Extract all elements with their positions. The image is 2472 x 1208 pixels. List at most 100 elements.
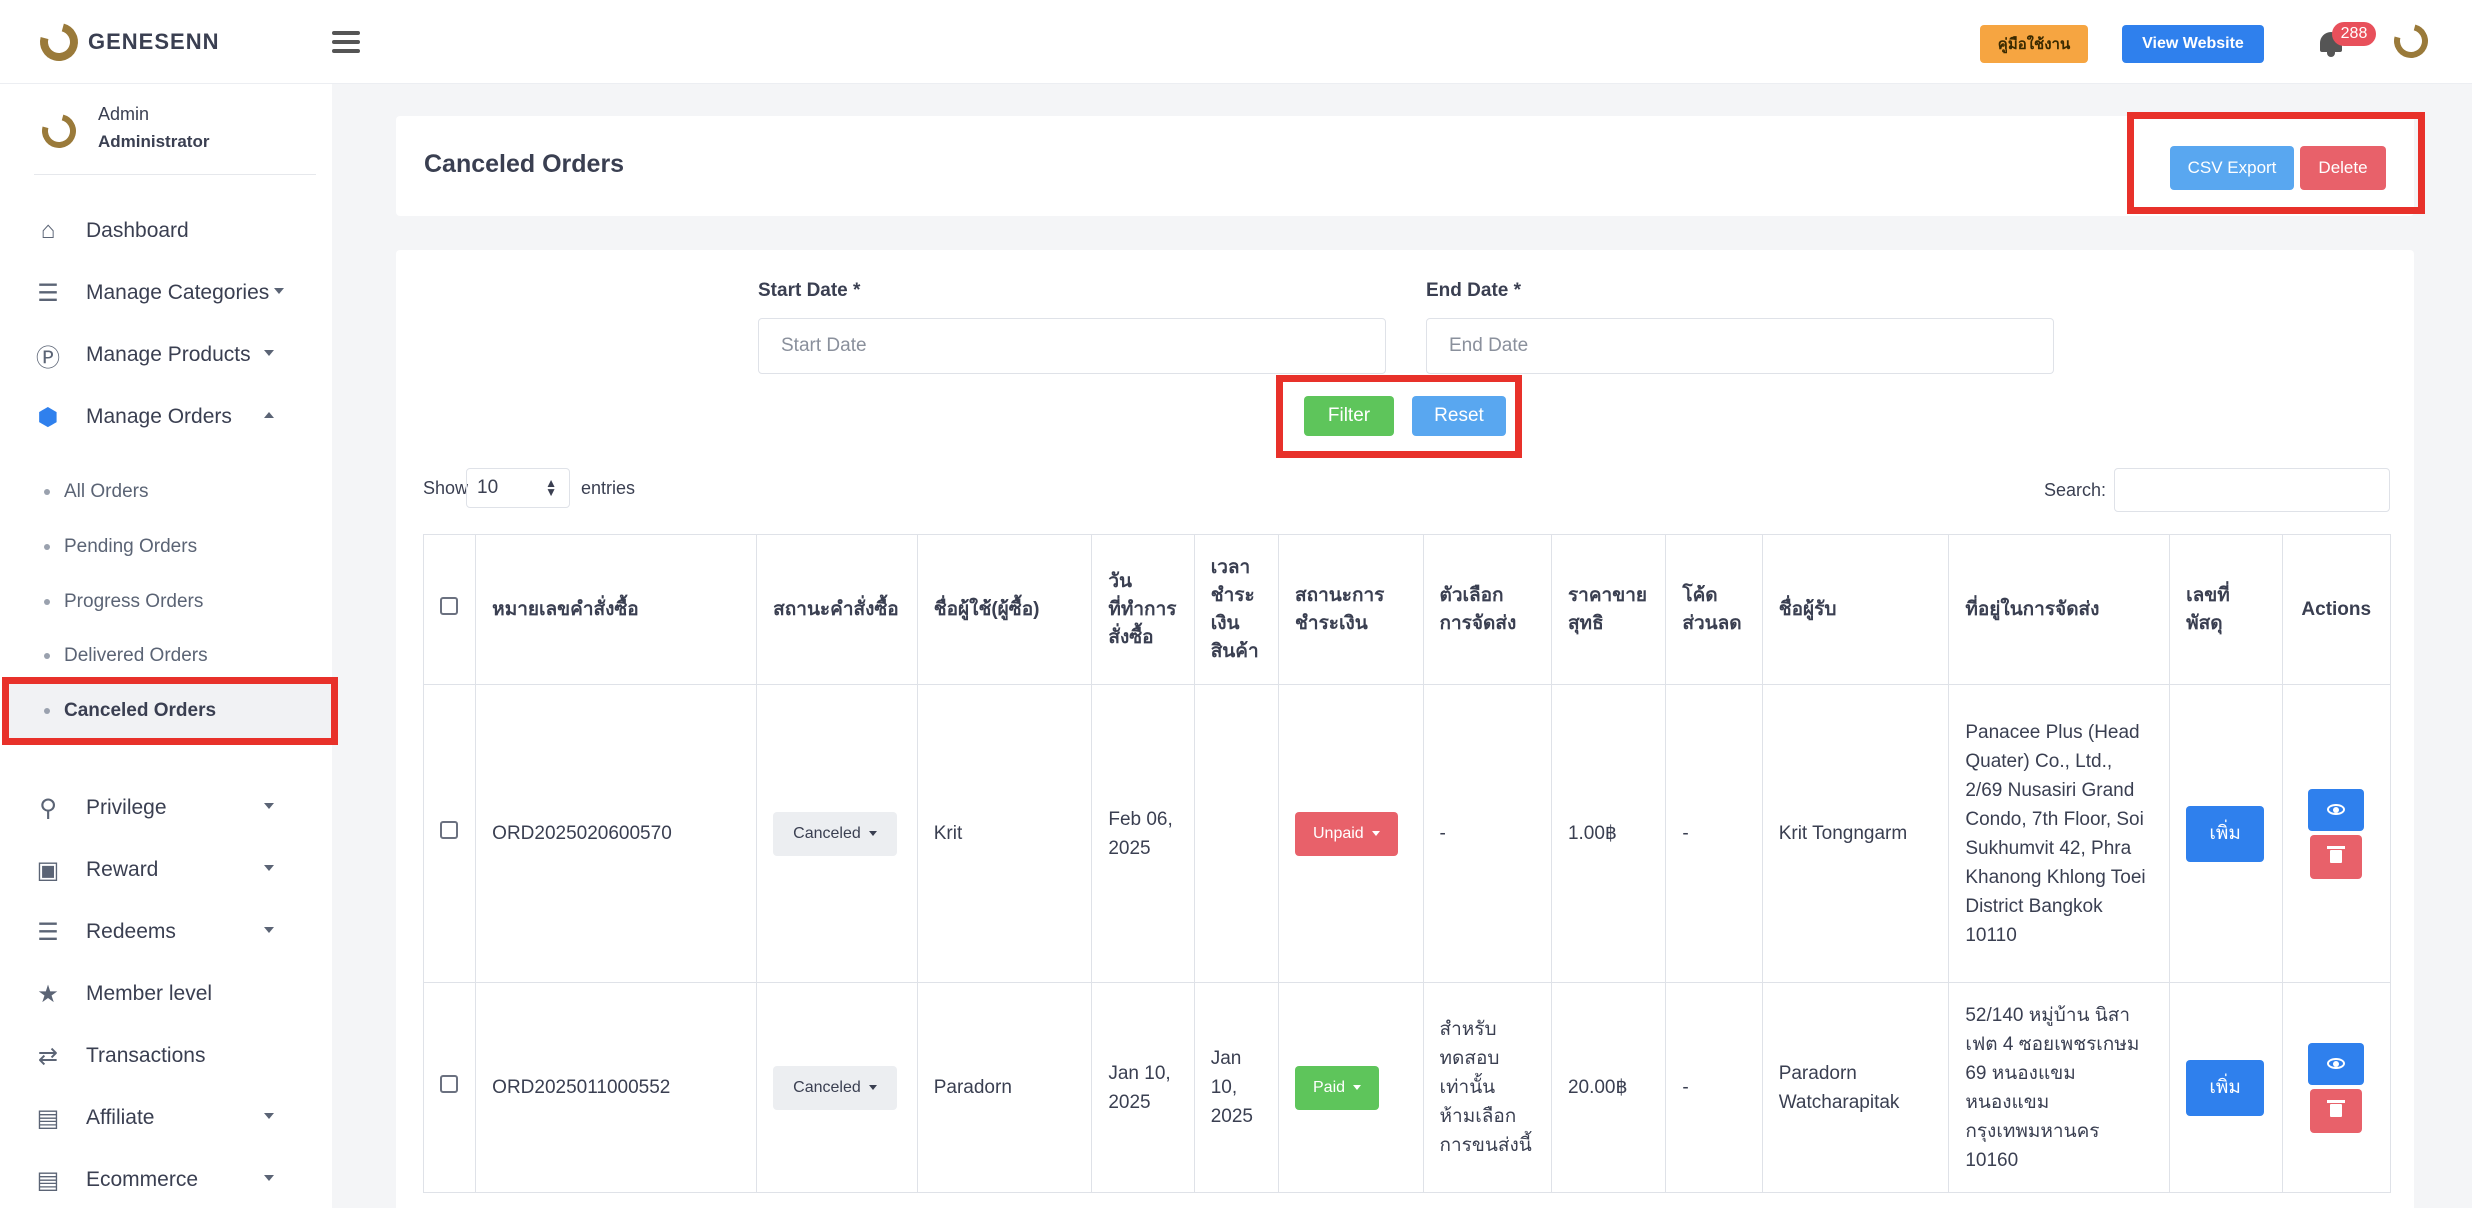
order-status-dropdown[interactable]: Canceled	[773, 811, 897, 856]
order-date: Jan 10, 2025	[1091, 982, 1195, 1193]
trash-icon	[2327, 1100, 2346, 1117]
caret-down-icon	[1353, 1085, 1362, 1090]
chevron-down-icon	[264, 350, 274, 356]
list-icon: ☰	[37, 279, 59, 307]
orders-table: หมายเลขคำสั่งซื้อ สถานะคำสั่งซื้อ ชื่อผู…	[422, 534, 2392, 1193]
view-website-button[interactable]: View Website	[2122, 25, 2264, 63]
column-header[interactable]: ชื่อผู้ใช้(ผู้ซื้อ)	[916, 534, 1093, 685]
sidebar-item-member-level[interactable]: ★ Member level	[34, 974, 304, 1014]
table-header-row: หมายเลขคำสั่งซื้อ สถานะคำสั่งซื้อ ชื่อผู…	[422, 534, 2392, 685]
chevron-down-icon	[274, 288, 284, 294]
view-button[interactable]	[2308, 788, 2365, 831]
sidebar-item-redeems[interactable]: ☰ Redeems	[34, 912, 304, 952]
page-header-card: Canceled Orders CSV Export Delete	[396, 116, 2414, 216]
recipient-name: Krit Tongngarm	[1761, 684, 1950, 983]
actions-cell	[2281, 684, 2392, 983]
row-checkbox[interactable]	[440, 821, 458, 839]
sidebar-item-dashboard[interactable]: ⌂ Dashboard	[34, 211, 304, 251]
sidebar-item-label: Ecommerce	[86, 1168, 199, 1191]
hamburger-menu-icon[interactable]	[332, 30, 360, 53]
delete-row-button[interactable]	[2310, 1088, 2363, 1133]
sidebar-subitem-canceled-orders[interactable]: Canceled Orders	[8, 683, 334, 739]
sidebar-item-label: Reward	[86, 858, 159, 881]
start-date-input[interactable]	[758, 318, 1386, 374]
payment-status-dropdown[interactable]: Paid	[1295, 1065, 1380, 1110]
order-status-cell: Canceled	[756, 684, 918, 983]
reset-button[interactable]: Reset	[1412, 396, 1506, 436]
select-all-checkbox[interactable]	[440, 596, 458, 615]
search-input[interactable]	[2114, 468, 2390, 512]
trophy-icon: ★	[37, 980, 59, 1008]
sidebar-divider	[34, 174, 316, 175]
sidebar-subitem-progress-orders[interactable]: Progress Orders	[44, 582, 314, 622]
search-label: Search:	[2044, 480, 2107, 500]
buyer-name: Paradorn	[916, 982, 1093, 1193]
sidebar-subitem-delivered-orders[interactable]: Delivered Orders	[44, 636, 314, 676]
add-tracking-button[interactable]: เพิ่ม	[2186, 805, 2265, 862]
column-header[interactable]: ตัวเลือกการจัดส่ง	[1422, 534, 1552, 685]
award-icon: ⚲	[39, 794, 57, 822]
table-icon: ▤	[36, 1104, 60, 1132]
column-header[interactable]: ที่อยู่ในการจัดส่ง	[1948, 534, 2171, 685]
sidebar-item-ecommerce[interactable]: ▤ Ecommerce	[34, 1160, 304, 1200]
sidebar-item-affiliate[interactable]: ▤ Affiliate	[34, 1098, 304, 1138]
profile-role: Administrator	[98, 132, 210, 151]
add-tracking-button[interactable]: เพิ่ม	[2186, 1059, 2265, 1116]
chevron-down-icon	[264, 927, 274, 933]
table-row: ORD2025020600570 Canceled Krit Feb 06, 2…	[422, 684, 2392, 983]
select-all-cell	[422, 534, 477, 685]
manual-button[interactable]: คู่มือใช้งาน	[1980, 25, 2088, 63]
bullet-icon	[44, 544, 50, 550]
profile-logo-icon	[35, 107, 83, 155]
entries-select[interactable]: 10 ▲ ▼	[466, 468, 570, 508]
sidebar-item-manage-products[interactable]: Ⓟ Manage Products	[34, 335, 304, 375]
column-header[interactable]: Actions	[2281, 534, 2392, 685]
view-button[interactable]	[2308, 1042, 2365, 1085]
row-checkbox[interactable]	[440, 1075, 458, 1093]
discount-code: -	[1665, 982, 1763, 1193]
column-header[interactable]: เวลาชำระเงินสินค้า	[1193, 534, 1280, 685]
column-header[interactable]: ราคาขายสุทธิ	[1550, 534, 1667, 685]
delete-button[interactable]: Delete	[2300, 146, 2386, 190]
sidebar-item-transactions[interactable]: ⇄ Transactions	[34, 1036, 304, 1076]
shipping-option: -	[1422, 684, 1552, 983]
order-status-cell: Canceled	[756, 982, 918, 1193]
sidebar-item-reward[interactable]: ▣ Reward	[34, 850, 304, 890]
column-header[interactable]: สถานะคำสั่งซื้อ	[756, 534, 918, 685]
chevron-down-icon	[264, 1175, 274, 1181]
shipping-option: สำหรับทดสอบเท่านั้น ห้ามเลือกการขนส่งนี้	[1422, 982, 1552, 1193]
product-icon: Ⓟ	[36, 344, 60, 372]
column-header[interactable]: ชื่อผู้รับ	[1761, 534, 1950, 685]
gift-icon: ▣	[36, 856, 60, 884]
start-date-label: Start Date *	[758, 280, 861, 301]
delete-row-button[interactable]	[2310, 834, 2363, 879]
payment-time	[1193, 684, 1280, 983]
payment-status-label: Paid	[1313, 1079, 1346, 1096]
sidebar-item-manage-orders[interactable]: ⬢ Manage Orders	[34, 397, 304, 437]
sidebar-subitem-all-orders[interactable]: All Orders	[44, 472, 314, 512]
csv-export-button[interactable]: CSV Export	[2170, 146, 2294, 190]
actions-cell	[2281, 982, 2392, 1193]
filter-button[interactable]: Filter	[1304, 396, 1394, 436]
column-header[interactable]: สถานะการชำระเงิน	[1278, 534, 1424, 685]
column-header[interactable]: โค้ดส่วนลด	[1665, 534, 1763, 685]
order-status-dropdown[interactable]: Canceled	[773, 1065, 897, 1110]
chevron-down-icon	[264, 865, 274, 871]
layers-icon: ☰	[37, 918, 59, 946]
order-number: ORD2025020600570	[475, 684, 758, 983]
net-price: 1.00฿	[1550, 684, 1667, 983]
end-date-input[interactable]	[1426, 318, 2054, 374]
eye-icon	[2327, 804, 2346, 815]
sidebar-item-manage-categories[interactable]: ☰ Manage Categories	[34, 273, 304, 313]
sidebar-item-privilege[interactable]: ⚲ Privilege	[34, 788, 304, 828]
column-header[interactable]: วันที่ทำการสั่งซื้อ	[1091, 534, 1195, 685]
caret-down-icon	[868, 831, 877, 836]
brand[interactable]: GENESENN	[0, 0, 332, 84]
column-header[interactable]: หมายเลขคำสั่งซื้อ	[475, 534, 758, 685]
top-bar: GENESENN	[0, 0, 2472, 84]
payment-status-dropdown[interactable]: Unpaid	[1295, 811, 1398, 856]
payment-status-cell: Unpaid	[1278, 684, 1424, 983]
column-header[interactable]: เลขที่พัสดุ	[2169, 534, 2283, 685]
sidebar-subitem-pending-orders[interactable]: Pending Orders	[44, 527, 314, 567]
bullet-icon	[44, 708, 50, 714]
